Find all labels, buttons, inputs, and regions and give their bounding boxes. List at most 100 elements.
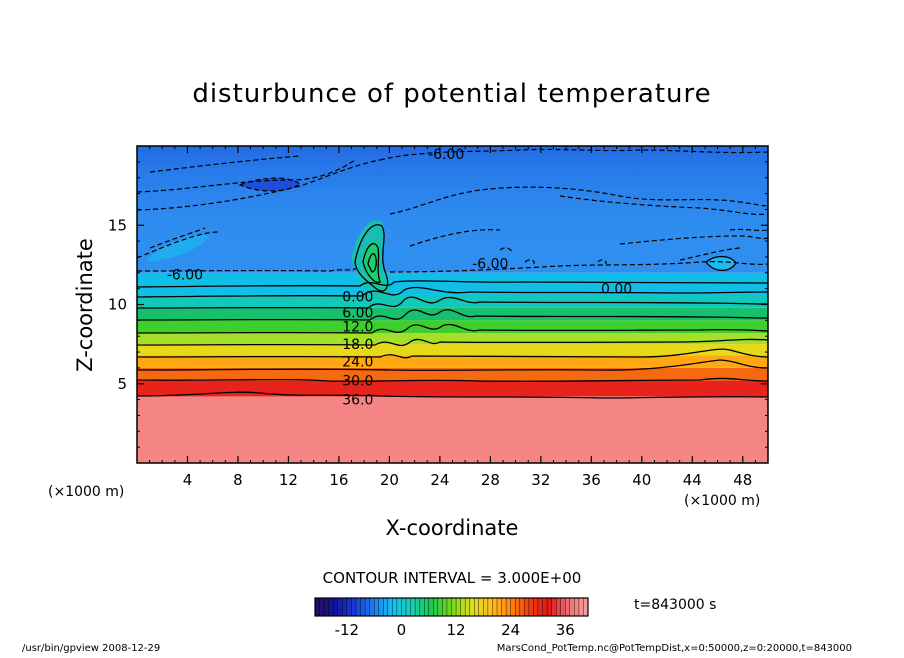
color-band-6 bbox=[137, 320, 768, 334]
y-tick-label: 15 bbox=[108, 216, 127, 234]
colorbar-cell bbox=[528, 597, 534, 617]
x-tick-label: 20 bbox=[380, 471, 399, 489]
x-tick-label: 4 bbox=[183, 471, 193, 489]
colorbar-cell bbox=[560, 597, 566, 617]
colorbar-tick-label: 36 bbox=[556, 621, 575, 639]
colorbar-cell bbox=[510, 597, 516, 617]
colorbar-tick-label: -12 bbox=[335, 621, 360, 639]
colorbar-cell bbox=[355, 597, 362, 617]
footer-left: /usr/bin/gpview 2008-12-29 bbox=[22, 643, 160, 654]
x-tick-label: 16 bbox=[329, 471, 348, 489]
x-tick-label: 40 bbox=[632, 471, 651, 489]
colorbar-cell bbox=[546, 597, 553, 617]
y-tick-label: 5 bbox=[117, 375, 127, 393]
colorbar-cell bbox=[533, 597, 539, 617]
contour-label: 12.0 bbox=[342, 320, 373, 336]
x-tick-label: 48 bbox=[733, 471, 752, 489]
colorbar-cell bbox=[387, 597, 393, 617]
color-band-0 bbox=[137, 396, 768, 463]
colorbar-cell bbox=[419, 597, 425, 617]
colorbar-cell bbox=[351, 597, 357, 617]
x-tick-label: 36 bbox=[582, 471, 601, 489]
colorbar-cell bbox=[364, 597, 371, 617]
colorbar-tick-label: 12 bbox=[447, 621, 466, 639]
colorbar-cell bbox=[433, 597, 439, 617]
colorbar-cell bbox=[542, 597, 548, 617]
color-band-1 bbox=[137, 380, 768, 397]
colorbar-cell bbox=[369, 597, 375, 617]
colorbar-cell bbox=[337, 597, 343, 617]
contour-label: -6.00 bbox=[167, 267, 203, 283]
left-blob bbox=[148, 234, 210, 262]
solid-contours bbox=[137, 224, 768, 399]
colorbar-cell bbox=[519, 597, 525, 617]
color-band-3 bbox=[137, 355, 768, 368]
colorbar-cell bbox=[414, 597, 421, 617]
contour-interval-label: CONTOUR INTERVAL = 3.000E+00 bbox=[323, 569, 582, 587]
colorbar-cell bbox=[323, 597, 330, 617]
colorbar-cell bbox=[428, 597, 434, 617]
colorbar-cell bbox=[328, 597, 334, 617]
colorbar-cell bbox=[474, 597, 480, 617]
x-tick-label: 32 bbox=[531, 471, 550, 489]
colorbar-cell bbox=[551, 597, 557, 617]
colorbar-cell bbox=[537, 597, 544, 617]
colorbar-cell bbox=[396, 597, 402, 617]
contour-label: 6.00 bbox=[342, 305, 373, 321]
colorbar-cell bbox=[555, 597, 562, 617]
colorbar-cell bbox=[464, 597, 471, 617]
time-label: t=843000 s bbox=[634, 597, 716, 613]
upper-dark-blob bbox=[240, 178, 300, 191]
colorbar-cell bbox=[574, 597, 580, 617]
x-axis-label: X-coordinate bbox=[386, 516, 519, 540]
colorbar-ticks: -12 0 12 24 36 bbox=[335, 621, 575, 639]
contour-label: 0.00 bbox=[601, 282, 632, 298]
colorbar-cell bbox=[501, 597, 507, 617]
colorbar-cell bbox=[378, 597, 384, 617]
x-tick-label: 28 bbox=[481, 471, 500, 489]
contour-label: 36.0 bbox=[342, 393, 373, 409]
x-tick-label: 12 bbox=[279, 471, 298, 489]
contour-label: 24.0 bbox=[342, 355, 373, 371]
x-tick-label: 44 bbox=[683, 471, 702, 489]
right-blob bbox=[708, 257, 736, 271]
y-axis: 5 10 15 bbox=[108, 161, 768, 448]
colorbar-cell bbox=[524, 597, 530, 617]
colorbar-cell bbox=[314, 597, 321, 617]
colorbar-cell bbox=[492, 597, 498, 617]
contour-label: 30.0 bbox=[342, 374, 373, 390]
colorbar-cell bbox=[496, 597, 503, 617]
color-band-7 bbox=[137, 307, 768, 321]
colorbar-cell bbox=[565, 597, 571, 617]
colorbar-cell bbox=[392, 597, 398, 617]
color-band-8 bbox=[137, 294, 768, 308]
plume-core bbox=[362, 240, 382, 287]
contour-labels: -6.00-6.00-6.000.00 0.006.0012.018.024.03… bbox=[167, 147, 632, 409]
colorbar-tick-label: 24 bbox=[501, 621, 520, 639]
colorbar bbox=[314, 597, 589, 617]
contour-label: 0.00 bbox=[342, 290, 373, 306]
colorbar-cell bbox=[424, 597, 430, 617]
colorbar-cell bbox=[383, 597, 389, 617]
colorbar-frame bbox=[314, 597, 589, 617]
colorbar-cell bbox=[442, 597, 448, 617]
x-tick-label: 8 bbox=[233, 471, 243, 489]
colorbar-cell bbox=[505, 597, 512, 617]
colorbar-cell bbox=[437, 597, 443, 617]
colorbar-cell bbox=[333, 597, 339, 617]
chart-title: disturbunce of potential temperature bbox=[192, 79, 711, 109]
colorbar-cell bbox=[478, 597, 484, 617]
colorbar-cell bbox=[410, 597, 416, 617]
colorbar-cell bbox=[451, 597, 457, 617]
colorbar-cell bbox=[342, 597, 348, 617]
colorbar-cell bbox=[373, 597, 380, 617]
colorbar-cell bbox=[401, 597, 407, 617]
color-band-5 bbox=[137, 333, 768, 345]
colorbar-cell bbox=[405, 597, 412, 617]
upper-sky-shade bbox=[137, 146, 768, 256]
colorbar-cell bbox=[460, 597, 466, 617]
colorbar-cell bbox=[455, 597, 462, 617]
color-band-4 bbox=[137, 344, 768, 356]
colorbar-cell bbox=[469, 597, 475, 617]
